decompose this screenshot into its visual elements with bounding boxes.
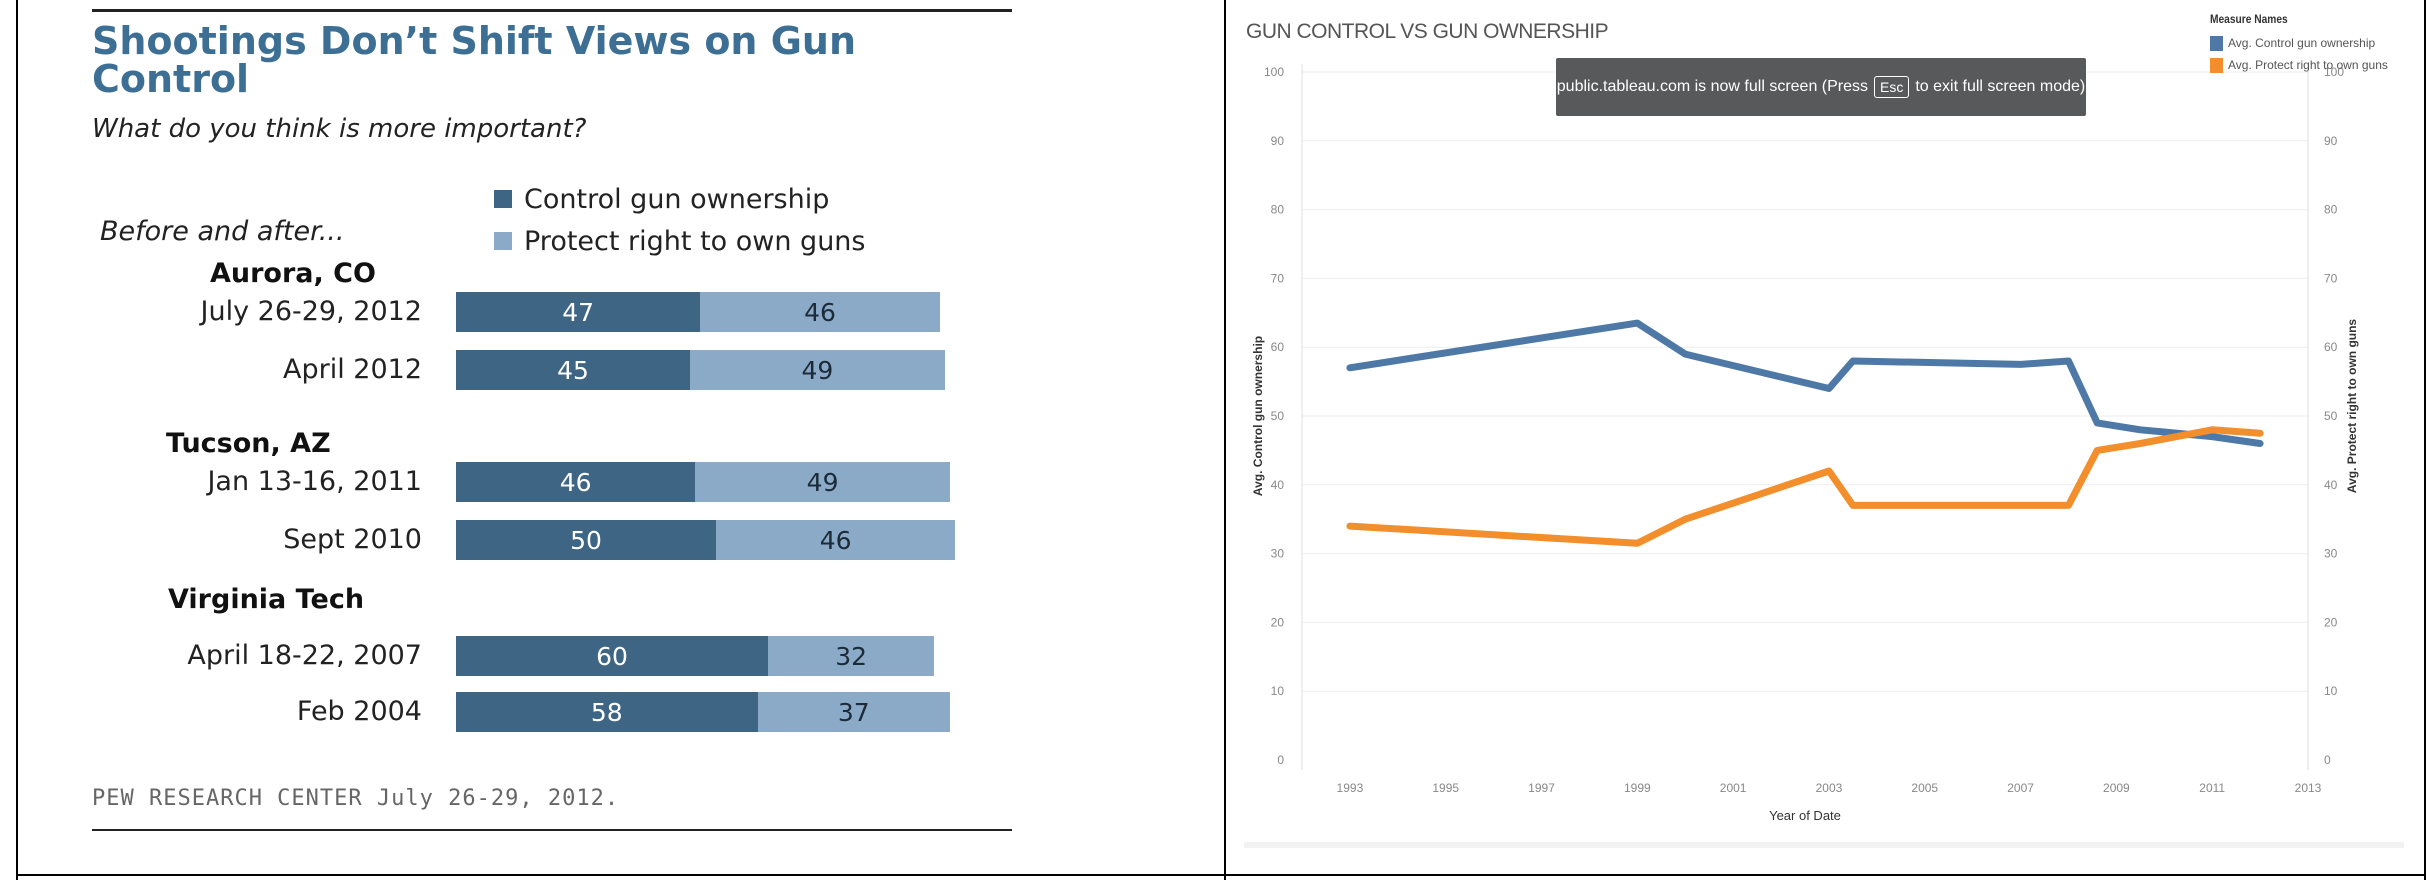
top-rule (92, 9, 1012, 12)
bar-protect: 46 (716, 520, 956, 560)
y-tick-label-right: 20 (2324, 615, 2338, 629)
legend-swatch-protect (2210, 57, 2223, 73)
y-tick-label-left: 20 (1271, 615, 1285, 629)
series-line-control (1346, 319, 2264, 447)
fullscreen-notice-prefix: public.tableau.com is now full screen (P… (1556, 78, 1869, 95)
bar-control: 47 (456, 292, 701, 332)
y-tick-label-right: 30 (2324, 547, 2338, 561)
series-line-protect (1346, 426, 2264, 547)
x-tick-label: 2009 (2103, 781, 2130, 795)
legend-swatch-control (494, 190, 512, 208)
legend-item-control: Control gun ownership (494, 178, 865, 220)
tableau-chart-panel: GUN CONTROL VS GUN OWNERSHIP 0 0 10 10 20 20 3… (1226, 0, 2424, 874)
x-tick-label: 1993 (1337, 781, 1364, 795)
intro-label: Before and after... (100, 216, 345, 247)
source-note: PEW RESEARCH CENTER July 26-29, 2012. (92, 786, 620, 811)
legend-label-control: Avg. Control gun ownership (2228, 36, 2376, 50)
y-tick-label-left: 30 (1271, 547, 1285, 561)
y-tick-label-left: 100 (1264, 65, 1284, 79)
x-tick-label: 2013 (2295, 781, 2322, 795)
fullscreen-notice: public.tableau.com is now full screen (P… (1556, 58, 2086, 116)
fullscreen-notice-suffix: to exit full screen mode) (1915, 78, 2086, 95)
x-tick-label: 2007 (2007, 781, 2034, 795)
y-tick-label-right: 60 (2324, 340, 2338, 354)
bar-protect: 46 (700, 292, 940, 332)
bar-control: 60 (456, 636, 768, 676)
row-label: April 18-22, 2007 (187, 640, 422, 671)
frame-bottom-border (16, 874, 2424, 876)
legend-swatch-protect (494, 232, 512, 250)
row-label: July 26-29, 2012 (200, 296, 422, 327)
chart-title: Shootings Don’t Shift Views on Gun Contr… (92, 19, 857, 101)
y-tick-label-right: 70 (2324, 271, 2338, 285)
y-tick-label-right: 10 (2324, 684, 2338, 698)
bar-control: 46 (456, 462, 696, 502)
row-label: Jan 13-16, 2011 (207, 466, 422, 497)
bar-control: 50 (456, 520, 716, 560)
y-tick-label-left: 60 (1271, 340, 1285, 354)
bar-protect: 37 (757, 692, 950, 732)
legend-title: Measure Names (2210, 12, 2288, 26)
y-tick-label-right: 80 (2324, 203, 2338, 217)
y-tick-label-right: 50 (2324, 409, 2338, 423)
bar-control: 58 (456, 692, 758, 732)
line-chart: 0 0 10 10 20 20 30 30 40 40 50 50 60 60 70 70 80 80 90 90 10… (1251, 64, 2359, 823)
legend-item-control[interactable]: Avg. Control gun ownership (2210, 32, 2388, 54)
bar-control: 45 (456, 350, 690, 390)
y-axis-title-left: Avg. Control gun ownership (1251, 336, 1265, 496)
legend-item-protect: Protect right to own guns (494, 220, 865, 262)
x-tick-label: 1999 (1624, 781, 1651, 795)
legend: Measure Names Avg. Control gun ownership… (2210, 12, 2388, 76)
y-tick-label-left: 90 (1271, 134, 1285, 148)
x-axis-title: Year of Date (1769, 808, 1841, 823)
y-tick-label-left: 70 (1271, 271, 1285, 285)
esc-key: Esc (1874, 76, 1910, 98)
legend-swatch-control (2210, 35, 2223, 51)
bar-protect: 32 (768, 636, 935, 676)
x-tick-label: 1995 (1432, 781, 1459, 795)
x-tick-label: 2011 (2199, 781, 2225, 795)
y-tick-label-left: 80 (1271, 203, 1285, 217)
frame-right-border (2424, 0, 2426, 880)
chart-subtitle: What do you think is more important? (92, 114, 587, 144)
y-tick-label-left: 40 (1271, 478, 1285, 492)
row-label: April 2012 (282, 354, 422, 385)
chart-title: GUN CONTROL VS GUN OWNERSHIP (1246, 20, 1609, 43)
group-label: Tucson, AZ (166, 428, 331, 459)
legend-label-protect: Protect right to own guns (524, 225, 866, 257)
x-tick-label: 2001 (1720, 781, 1747, 795)
group-label: Virginia Tech (168, 584, 365, 615)
y-tick-label-right: 0 (2324, 753, 2331, 767)
y-tick-label-right: 100 (2324, 65, 2344, 79)
group-label: Aurora, CO (210, 258, 376, 289)
x-tick-label: 1997 (1528, 781, 1555, 795)
row-label: Sept 2010 (283, 524, 422, 555)
bar-protect: 49 (690, 350, 945, 390)
legend-label-control: Control gun ownership (524, 183, 830, 215)
x-tick-label: 2005 (1911, 781, 1938, 795)
legend: Control gun ownership Protect right to o… (494, 178, 865, 262)
row-label: Feb 2004 (296, 696, 422, 727)
legend-label-protect: Avg. Protect right to own guns (2228, 58, 2388, 72)
y-tick-label-right: 40 (2324, 478, 2338, 492)
y-tick-label-left: 50 (1271, 409, 1285, 423)
y-tick-label-left: 0 (1277, 753, 1284, 767)
bar-protect: 49 (695, 462, 950, 502)
y-axis-title-right: Avg. Protect right to own guns (2345, 319, 2359, 494)
x-tick-label: 2003 (1816, 781, 1843, 795)
y-tick-label-left: 10 (1271, 684, 1285, 698)
frame-left-border (16, 0, 18, 880)
frame-divider (1224, 0, 1226, 880)
pew-chart-panel: Shootings Don’t Shift Views on Gun Contr… (92, 0, 1012, 840)
y-tick-label-right: 90 (2324, 134, 2338, 148)
footer-scrollbar[interactable] (1244, 842, 2404, 848)
bottom-rule (92, 829, 1012, 831)
legend-item-protect[interactable]: Avg. Protect right to own guns (2210, 54, 2388, 76)
